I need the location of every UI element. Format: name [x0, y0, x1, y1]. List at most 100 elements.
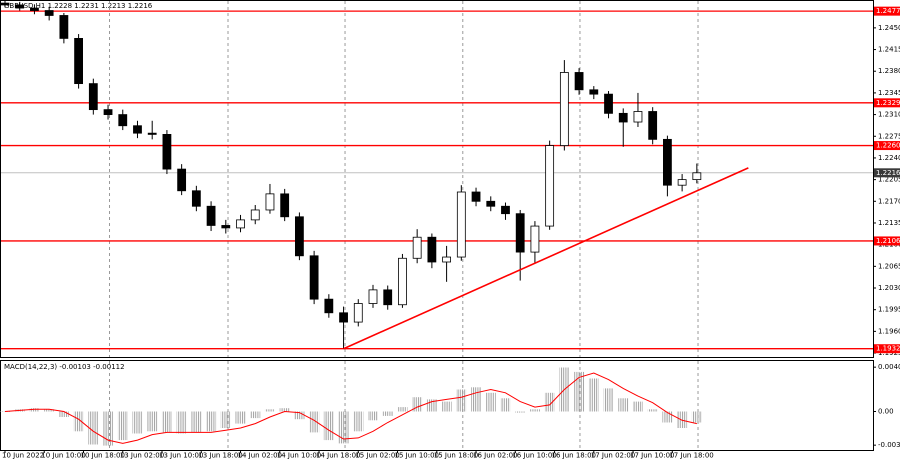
- macd-bar: [441, 401, 452, 412]
- macd-bar: [632, 401, 643, 412]
- macd-bar: [220, 411, 231, 428]
- macd-bar: [206, 411, 217, 432]
- macd-bar: [485, 392, 496, 412]
- candle-body: [589, 89, 599, 95]
- level-label-box: [874, 6, 900, 16]
- macd-bar: [338, 411, 349, 444]
- candle-body: [191, 190, 201, 207]
- x-tick-label: 17 Jun 18:00: [669, 452, 713, 460]
- candle-body: [368, 289, 378, 304]
- candle-body: [88, 83, 98, 111]
- candle-body: [30, 7, 39, 11]
- x-tick-label: 16 Jun 18:00: [552, 452, 596, 460]
- y-tick-label: 1.2135: [878, 219, 900, 227]
- candle-body: [103, 109, 113, 115]
- macd-bar: [73, 411, 84, 432]
- candle-body: [501, 205, 510, 215]
- macd-bar: [103, 411, 114, 446]
- macd-bar: [515, 411, 526, 413]
- macd-panel: [0, 360, 874, 451]
- macd-bar: [544, 392, 555, 412]
- y-tick-label: 0.00: [878, 408, 894, 416]
- level-label-box: [874, 344, 900, 354]
- x-tick-label: 13 Jun 18:00: [198, 452, 242, 460]
- candle-body: [236, 219, 245, 229]
- level-label-box: [874, 98, 900, 108]
- candle-body: [221, 225, 231, 229]
- x-tick-label: 10 Jun 10:00: [41, 452, 85, 460]
- candle-body: [486, 200, 496, 207]
- candle-body: [324, 298, 334, 314]
- macd-bar: [618, 398, 629, 412]
- x-tick-label: 15 Jun 18:00: [434, 452, 478, 460]
- candle-body: [663, 138, 672, 186]
- x-tick-label: 10 Jun 18:00: [81, 452, 125, 460]
- candle-body: [133, 125, 142, 134]
- candle-body: [383, 289, 393, 306]
- macd-bar: [426, 399, 437, 412]
- last-price-box: [874, 168, 900, 178]
- y-tick-label: 1.2380: [878, 67, 900, 75]
- candle-body: [74, 38, 83, 85]
- candle-body: [677, 179, 687, 186]
- y-tick-label: 1.2310: [878, 111, 900, 119]
- x-tick-label: 17 Jun 10:00: [630, 452, 674, 460]
- macd-bar: [471, 387, 482, 412]
- candle-body: [265, 193, 275, 211]
- x-tick-label: 13 Jun 02:00: [120, 452, 164, 460]
- macd-bar: [647, 409, 658, 412]
- level-label: 1.2106: [876, 237, 900, 245]
- macd-bar: [132, 411, 143, 434]
- y-tick-label: 1.2345: [878, 89, 900, 97]
- trendline: [343, 167, 749, 350]
- x-tick-label: 15 Jun 10:00: [395, 452, 439, 460]
- macd-bar: [397, 407, 408, 412]
- macd-bar: [456, 389, 467, 412]
- y-tick-label: 1.2030: [878, 284, 900, 292]
- candle-body: [471, 191, 481, 202]
- last-price-label: 1.2216: [876, 169, 900, 177]
- candle-body: [353, 303, 363, 323]
- candle-body: [559, 72, 569, 146]
- macd-bar: [279, 408, 290, 412]
- macd-bar: [250, 411, 261, 419]
- macd-bar: [0, 411, 10, 412]
- y-tick-label: 1.2170: [878, 197, 900, 205]
- candle-body: [530, 225, 540, 253]
- candle-body: [206, 205, 216, 226]
- macd-bar: [691, 411, 702, 423]
- y-tick-label: 1.2240: [878, 154, 900, 162]
- macd-bar: [235, 411, 246, 424]
- x-tick-label: 15 Jun 02:00: [355, 452, 399, 460]
- level-label: 1.2260: [876, 142, 900, 150]
- macd-bar: [58, 411, 69, 417]
- candle-body: [633, 111, 643, 123]
- candle-body: [648, 111, 658, 140]
- candle-body: [147, 132, 157, 135]
- candle-body: [309, 255, 319, 300]
- macd-bar: [147, 411, 158, 432]
- candle-body: [280, 193, 290, 218]
- candle-body: [118, 114, 128, 127]
- candle-body: [177, 168, 187, 192]
- chart-title: GBPUSD,H1 1.2228 1.2231 1.2213 1.2216: [4, 2, 153, 10]
- x-tick-label: 14 Jun 18:00: [316, 452, 360, 460]
- macd-bar: [662, 411, 673, 423]
- y-tick-label: 0.00403: [878, 363, 900, 371]
- y-tick-label: 1.2205: [878, 176, 900, 184]
- x-tick-label: 10 Jun 2022: [2, 452, 44, 460]
- candle-body: [604, 93, 613, 114]
- macd-bar: [176, 411, 187, 434]
- macd-bar: [603, 388, 614, 412]
- macd-bar: [44, 409, 55, 412]
- candle-body: [545, 145, 555, 227]
- macd-bar: [29, 408, 40, 412]
- macd-bar: [309, 411, 320, 433]
- candle-body: [692, 172, 702, 181]
- y-tick-label: 1.1995: [878, 306, 900, 314]
- macd-bar: [529, 409, 540, 412]
- signal-line: [4, 372, 697, 444]
- candle-body: [442, 256, 452, 263]
- level-label: 1.2329: [876, 99, 900, 107]
